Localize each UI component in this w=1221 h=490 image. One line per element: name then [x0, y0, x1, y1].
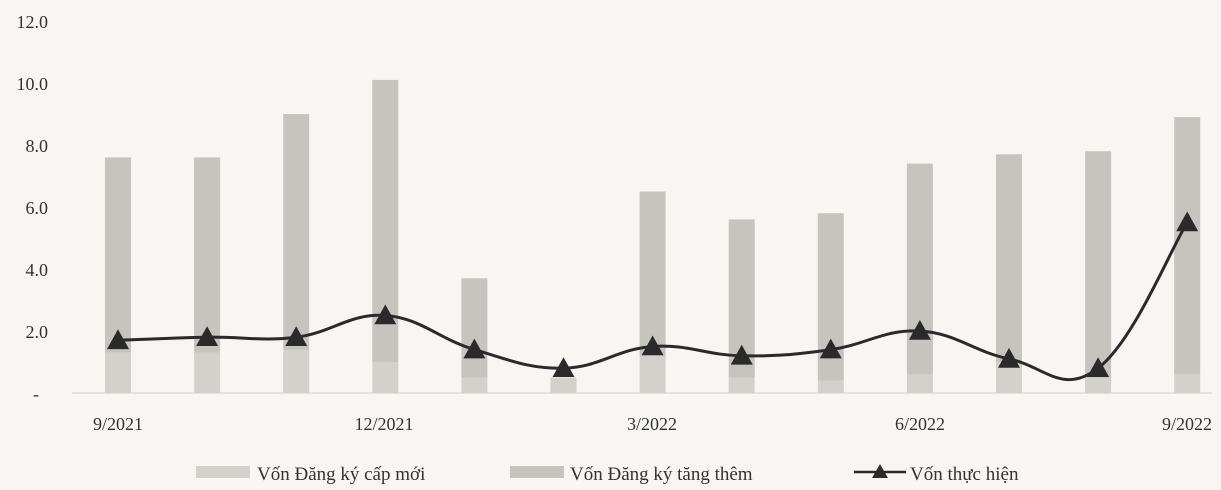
bar-new-capital [550, 377, 577, 393]
x-tick-label: 9/2022 [1162, 414, 1212, 434]
x-tick-label: 6/2022 [895, 414, 945, 434]
series-point-disbursed-capital [819, 338, 842, 359]
series-point-disbursed-capital [107, 329, 129, 350]
line-layer [107, 211, 1199, 382]
bar-additional-capital [461, 278, 488, 378]
bar-new-capital [906, 374, 933, 393]
series-point-disbursed-capital [730, 344, 753, 365]
series-point-disbursed-capital [552, 357, 575, 377]
bar-additional-capital [105, 157, 131, 353]
series-point-disbursed-capital [463, 338, 486, 359]
y-tick-label: 6.0 [26, 198, 49, 218]
bar-new-capital [194, 352, 221, 393]
y-tick-label: 8.0 [26, 136, 49, 156]
bar-additional-capital [283, 114, 310, 350]
series-point-disbursed-capital [641, 335, 664, 356]
legend-swatch-new-capital [196, 466, 250, 478]
series-point-disbursed-capital [1087, 357, 1110, 377]
bar-new-capital [639, 355, 666, 393]
legend-label-new-capital: Vốn Đăng ký cấp mới [257, 464, 425, 485]
bar-additional-capital [1174, 117, 1201, 375]
x-axis-labels: 9/2021 12/2021 3/2022 6/2022 9/2022 [93, 414, 1212, 434]
legend: Vốn Đăng ký cấp mới Vốn Đăng ký tăng thê… [196, 464, 1019, 485]
bar-new-capital [728, 377, 755, 393]
y-axis: 12.0 10.0 8.0 6.0 4.0 2.0 - [17, 12, 49, 404]
series-point-disbursed-capital [1176, 211, 1199, 232]
series-point-disbursed-capital [374, 304, 397, 325]
y-tick-label: 4.0 [26, 260, 49, 280]
y-tick-label: 2.0 [26, 322, 49, 342]
legend-marker-triangle-icon [872, 464, 888, 478]
x-tick-label: 3/2022 [627, 414, 677, 434]
series-point-disbursed-capital [908, 320, 931, 340]
legend-label-additional-capital: Vốn Đăng ký tăng thêm [570, 464, 753, 485]
bar-additional-capital [906, 163, 933, 375]
series-point-disbursed-capital [196, 326, 219, 346]
bar-new-capital [372, 362, 399, 393]
bar-new-capital [461, 377, 488, 393]
y-tick-label: - [33, 384, 39, 404]
series-point-disbursed-capital [285, 326, 308, 346]
bar-new-capital [1085, 377, 1112, 393]
x-tick-label: 12/2021 [354, 414, 413, 434]
bar-new-capital [283, 349, 310, 393]
bar-new-capital [1174, 374, 1201, 393]
y-tick-label: 12.0 [17, 12, 49, 32]
bar-additional-capital [996, 154, 1022, 362]
legend-label-disbursed-capital: Vốn thực hiện [910, 464, 1019, 485]
legend-swatch-additional-capital [510, 466, 564, 478]
x-tick-label: 9/2021 [93, 414, 143, 434]
series-point-disbursed-capital [998, 347, 1020, 368]
bar-new-capital [105, 352, 131, 393]
y-tick-label: 10.0 [17, 74, 49, 94]
bar-additional-capital [1085, 151, 1112, 378]
bar-additional-capital [639, 191, 666, 356]
bar-additional-capital [194, 157, 221, 353]
bar-new-capital [817, 380, 844, 393]
